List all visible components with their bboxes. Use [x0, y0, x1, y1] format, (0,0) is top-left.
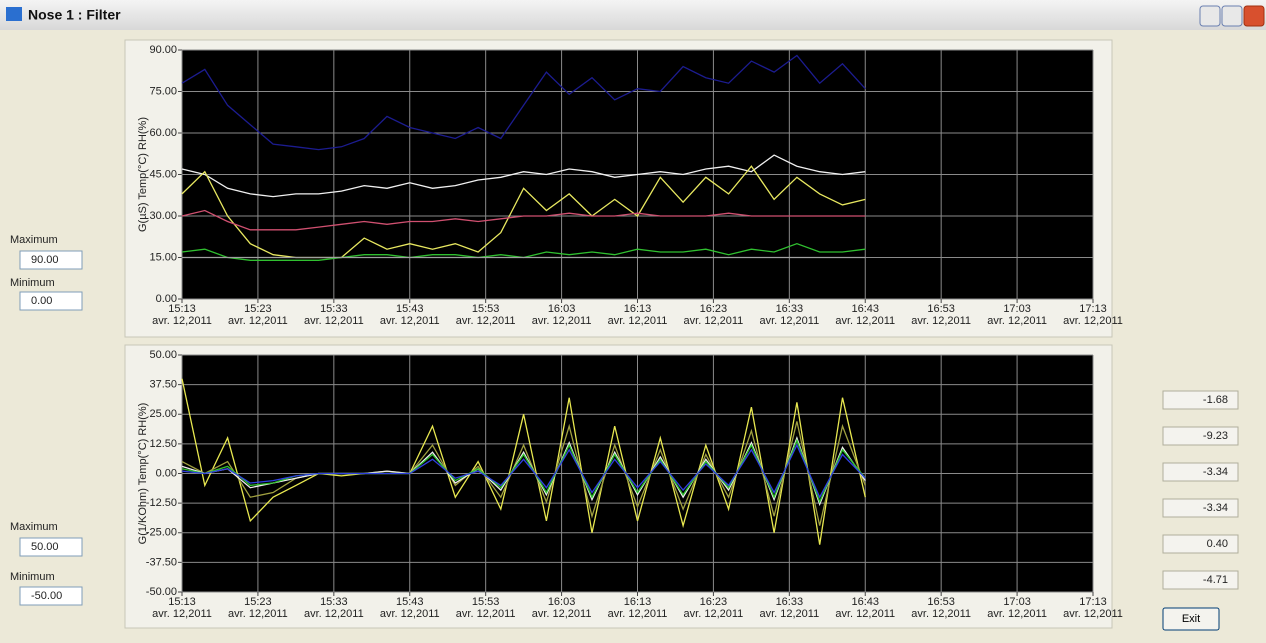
x-tick-label: avr. 12,2011: [152, 608, 212, 620]
min-value: 0.00: [31, 295, 52, 307]
x-tick-label: avr. 12,2011: [152, 315, 212, 327]
maximize-button[interactable]: [1222, 6, 1242, 26]
x-tick-label: 15:23: [244, 303, 272, 315]
x-tick-label: 15:33: [320, 303, 348, 315]
y-tick-label: 50.00: [149, 349, 177, 361]
x-tick-label: 16:03: [548, 303, 576, 315]
x-tick-label: 16:53: [927, 596, 955, 608]
readout-value: -1.68: [1203, 394, 1228, 406]
max-label: Maximum: [10, 521, 58, 533]
x-tick-label: 16:33: [776, 303, 804, 315]
x-tick-label: avr. 12,2011: [228, 315, 288, 327]
y-tick-label: 75.00: [149, 85, 177, 97]
min-value: -50.00: [31, 590, 62, 602]
x-tick-label: 15:23: [244, 596, 272, 608]
x-tick-label: avr. 12,2011: [759, 608, 819, 620]
readout-value: 0.40: [1207, 538, 1228, 550]
window-title: Nose 1 : Filter: [28, 7, 121, 23]
x-tick-label: avr. 12,2011: [987, 608, 1047, 620]
x-tick-label: 16:13: [624, 303, 652, 315]
x-tick-label: avr. 12,2011: [456, 608, 516, 620]
y-axis-label: G(1/KOhm) Temp(°C) RH(%): [137, 403, 149, 545]
x-tick-label: 17:03: [1003, 596, 1031, 608]
x-tick-label: avr. 12,2011: [911, 315, 971, 327]
x-tick-label: avr. 12,2011: [304, 315, 364, 327]
x-tick-label: 15:53: [472, 303, 500, 315]
x-tick-label: avr. 12,2011: [456, 315, 516, 327]
x-tick-label: 17:13: [1079, 303, 1107, 315]
x-tick-label: 16:43: [851, 303, 879, 315]
x-tick-label: avr. 12,2011: [835, 608, 895, 620]
x-tick-label: 17:03: [1003, 303, 1031, 315]
x-tick-label: avr. 12,2011: [835, 315, 895, 327]
x-tick-label: avr. 12,2011: [759, 315, 819, 327]
y-tick-label: 90.00: [149, 44, 177, 56]
x-tick-label: avr. 12,2011: [684, 608, 744, 620]
readout-value: -3.34: [1203, 466, 1228, 478]
y-tick-label: 45.00: [149, 168, 177, 180]
min-label: Minimum: [10, 571, 55, 583]
x-tick-label: 16:23: [700, 596, 728, 608]
x-tick-label: avr. 12,2011: [987, 315, 1047, 327]
y-axis-label: G(µS) Temp(°C) RH(%): [137, 117, 149, 232]
x-tick-label: avr. 12,2011: [684, 315, 744, 327]
app-window: Nose 1 : Filter 0.00 15.00 30.00 45.00 60.00…: [0, 0, 1266, 638]
max-label: Maximum: [10, 234, 58, 246]
exit-label: Exit: [1182, 613, 1200, 625]
readout-value: -4.71: [1203, 574, 1228, 586]
readout-value: -3.34: [1203, 502, 1228, 514]
y-tick-label: 37.50: [149, 379, 177, 391]
charts: 0.0015.0030.0045.0060.0075.0090.0015:13a…: [125, 40, 1123, 628]
y-tick-label: 15.00: [149, 251, 177, 263]
y-tick-label: -12.50: [146, 497, 177, 509]
x-tick-label: 15:43: [396, 596, 424, 608]
x-tick-label: 17:13: [1079, 596, 1107, 608]
x-tick-label: avr. 12,2011: [1063, 315, 1123, 327]
minimize-button[interactable]: [1200, 6, 1220, 26]
x-tick-label: avr. 12,2011: [228, 608, 288, 620]
max-value: 90.00: [31, 254, 59, 266]
x-tick-label: 16:33: [776, 596, 804, 608]
y-tick-label: -37.50: [146, 556, 177, 568]
x-tick-label: 16:53: [927, 303, 955, 315]
x-tick-label: avr. 12,2011: [1063, 608, 1123, 620]
x-tick-label: avr. 12,2011: [608, 315, 668, 327]
x-tick-label: 16:03: [548, 596, 576, 608]
min-label: Minimum: [10, 277, 55, 289]
x-tick-label: avr. 12,2011: [304, 608, 364, 620]
x-tick-label: 16:43: [851, 596, 879, 608]
close-button[interactable]: [1244, 6, 1264, 26]
x-tick-label: 15:13: [168, 303, 196, 315]
x-tick-label: avr. 12,2011: [608, 608, 668, 620]
title-bar: [0, 0, 1266, 30]
x-tick-label: 15:43: [396, 303, 424, 315]
x-tick-label: 16:13: [624, 596, 652, 608]
y-tick-label: 30.00: [149, 210, 177, 222]
y-tick-label: 25.00: [149, 408, 177, 420]
app-icon: [6, 7, 22, 21]
x-tick-label: avr. 12,2011: [380, 608, 440, 620]
y-tick-label: 0.00: [156, 467, 177, 479]
x-tick-label: avr. 12,2011: [532, 608, 592, 620]
readout-value: -9.23: [1203, 430, 1228, 442]
y-tick-label: 12.50: [149, 438, 177, 450]
y-tick-label: -25.00: [146, 527, 177, 539]
x-tick-label: avr. 12,2011: [380, 315, 440, 327]
y-tick-label: 60.00: [149, 127, 177, 139]
x-tick-label: 16:23: [700, 303, 728, 315]
x-tick-label: 15:13: [168, 596, 196, 608]
x-tick-label: 15:33: [320, 596, 348, 608]
x-tick-label: avr. 12,2011: [911, 608, 971, 620]
x-tick-label: 15:53: [472, 596, 500, 608]
x-tick-label: avr. 12,2011: [532, 315, 592, 327]
max-value: 50.00: [31, 541, 59, 553]
